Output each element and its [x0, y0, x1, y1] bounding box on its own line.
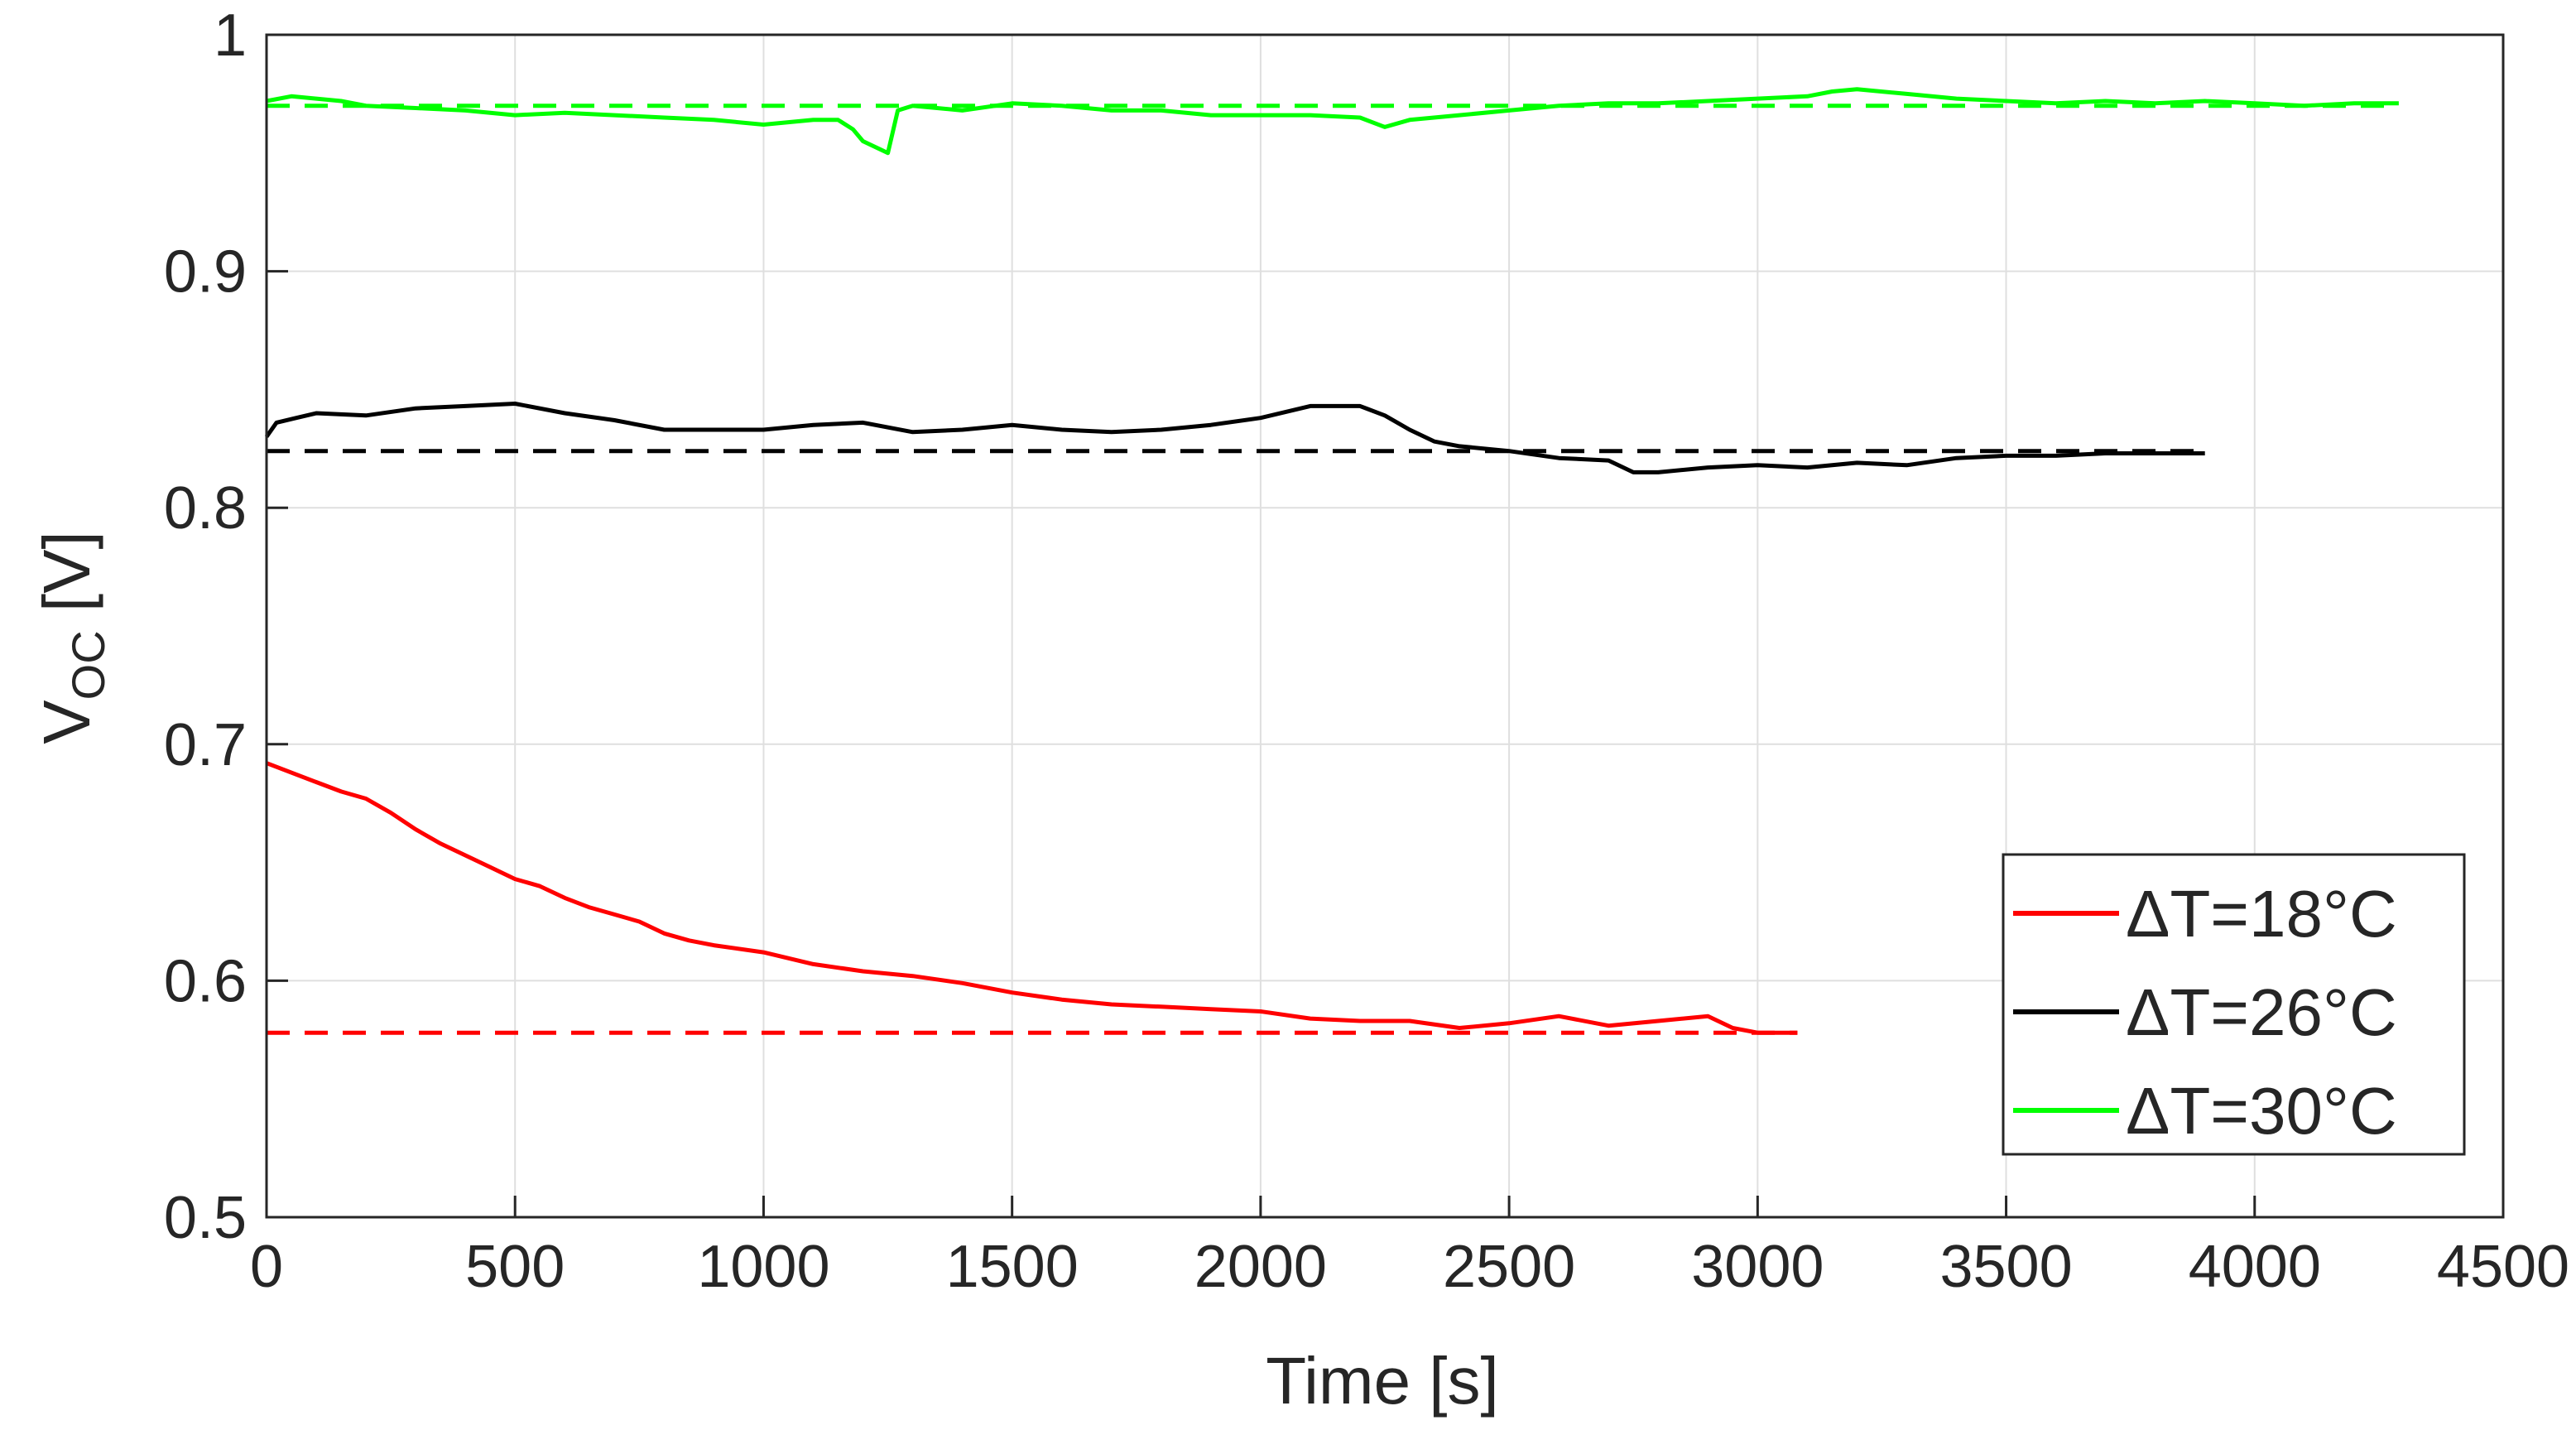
x-tick-label: 500 — [465, 1234, 565, 1300]
y-axis-label-subscript: OC — [62, 630, 114, 700]
x-tick-label: 3000 — [1691, 1234, 1824, 1300]
y-tick-label: 0.9 — [164, 239, 247, 306]
x-tick-label: 4500 — [2437, 1234, 2569, 1300]
legend-box — [2002, 853, 2466, 1156]
legend-label: ΔT=26°C — [2126, 975, 2397, 1049]
y-tick-label: 0.5 — [164, 1185, 247, 1251]
plot-frame — [265, 33, 2505, 1219]
series-line-1 — [264, 402, 2205, 474]
x-tick-label: 1500 — [946, 1234, 1079, 1300]
y-tick-label: 1 — [214, 2, 247, 69]
x-tick-label: 4000 — [2189, 1234, 2321, 1300]
x-tick-label: 0 — [250, 1234, 283, 1300]
x-tick-label: 3500 — [1939, 1234, 2072, 1300]
y-axis-label: VOC [V] — [30, 531, 114, 744]
x-tick-label: 2000 — [1194, 1234, 1327, 1300]
x-axis-label: Time [s] — [1266, 1344, 1498, 1418]
x-tick-labels: 0 500 1000 1500 2000 2500 3000 3500 4000 4500 — [250, 1234, 2569, 1300]
series-line-2 — [266, 87, 2399, 156]
y-tick-label: 0.8 — [164, 475, 247, 542]
ticks — [265, 33, 2505, 1219]
y-tick-labels: 0.5 0.6 0.7 0.8 0.9 1 — [164, 2, 247, 1251]
x-tick-label: 2500 — [1443, 1234, 1575, 1300]
legend: ΔT=18°C ΔT=26°C ΔT=30°C — [2002, 853, 2466, 1156]
y-tick-label: 0.6 — [164, 948, 247, 1014]
y-axis-label-main: V — [30, 700, 103, 744]
y-axis-label-unit: [V] — [30, 531, 103, 630]
x-tick-label: 1000 — [697, 1234, 829, 1300]
legend-label: ΔT=18°C — [2126, 877, 2397, 951]
series-line-0 — [266, 761, 1798, 1035]
legend-label: ΔT=30°C — [2126, 1074, 2397, 1148]
series-layer — [264, 87, 2399, 1035]
y-tick-label: 0.7 — [164, 712, 247, 778]
